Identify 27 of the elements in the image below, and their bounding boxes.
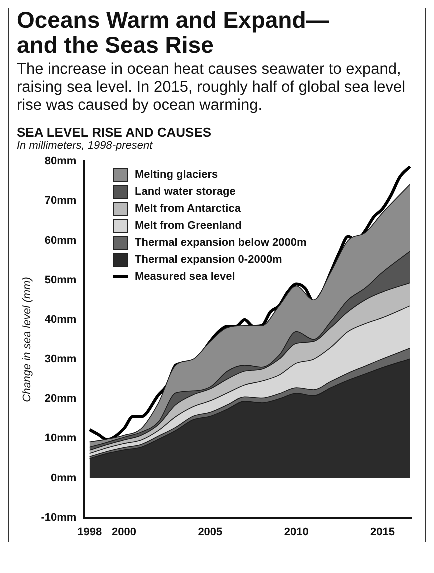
chart-title: Oceans Warm and Expand—and the Seas Rise (17, 7, 330, 58)
legend-label: Melting glaciers (135, 168, 218, 180)
legend-label: Measured sea level (135, 270, 236, 282)
y-tick-label: 70mm (44, 195, 77, 208)
legend-label: Melt from Greenland (135, 220, 242, 232)
text: SEA LEVEL RISE AND CAUSES (17, 125, 213, 140)
y-tick-label: 20mm (44, 393, 77, 406)
text: In millimeters, 1998-present (17, 140, 154, 152)
y-tick-label: 60mm (44, 234, 77, 247)
x-tick-label: 1998 (78, 526, 102, 538)
y-tick-label: -10mm (41, 512, 77, 524)
legend-label: Land water storage (135, 186, 236, 198)
y-tick-label: 0mm (50, 472, 77, 484)
x-tick-label: 2015 (370, 526, 395, 538)
chart-subtitle: The increase in ocean heat causes seawater to expand, raising sea level. In 2015, roughly half of global sea level rise was caused by ocean warming. (17, 61, 407, 115)
x-tick-label: 2000 (112, 526, 137, 538)
x-tick-label: 2005 (198, 526, 223, 538)
y-tick-label: 50mm (44, 274, 77, 286)
legend-label: Thermal expansion 0-2000m (135, 254, 282, 266)
x-tick-label: 2010 (284, 526, 309, 538)
y-tick-label: 30mm (44, 354, 77, 366)
y-tick-label: 40mm (44, 314, 77, 326)
y-tick-label: 10mm (44, 432, 77, 445)
y-tick-label: 80mm (44, 156, 77, 168)
legend-label: Melt from Antarctica (135, 202, 241, 214)
y-axis-title: Change in sea level (mm) (22, 276, 34, 402)
legend-label: Thermal expansion below 2000m (135, 236, 307, 248)
